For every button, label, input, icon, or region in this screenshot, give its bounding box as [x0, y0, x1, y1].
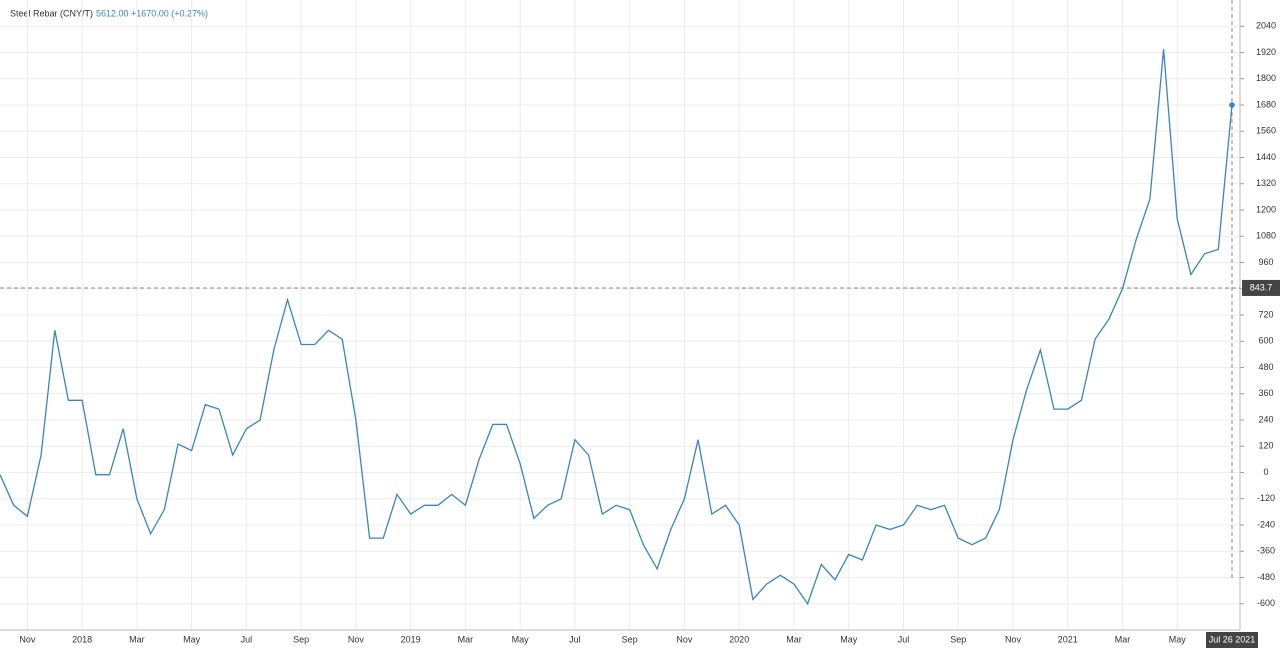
quote: 5612.00	[96, 8, 129, 18]
y-tick-label: 1320	[1256, 178, 1276, 188]
y-tick-label: -480	[1257, 572, 1275, 582]
x-tick-label: Jul	[241, 634, 253, 644]
y-tick-label: 360	[1258, 388, 1273, 398]
y-tick-label: 2040	[1256, 21, 1276, 31]
last-point	[1229, 102, 1235, 108]
crosshair-x-label: Jul 26 2021	[1209, 634, 1256, 644]
y-tick-label: 1080	[1256, 231, 1276, 241]
y-tick-label: -600	[1257, 598, 1275, 608]
y-tick-label: 1800	[1256, 73, 1276, 83]
y-tick-label: -120	[1257, 493, 1275, 503]
y-tick-label: 1560	[1256, 126, 1276, 136]
series-name: Steel Rebar (CNY/T)	[10, 8, 93, 18]
y-tick-label: 240	[1258, 414, 1273, 424]
x-tick-label: Nov	[348, 634, 365, 644]
y-tick-label: 1680	[1256, 99, 1276, 109]
x-tick-label: May	[183, 634, 201, 644]
x-tick-label: Jul	[569, 634, 581, 644]
x-tick-label: Mar	[129, 634, 145, 644]
line-series	[0, 49, 1233, 606]
y-tick-label: 1920	[1256, 47, 1276, 57]
x-tick-label: Mar	[1115, 634, 1131, 644]
crosshair-y-label-box	[1242, 279, 1280, 296]
x-tick-label: Mar	[458, 634, 474, 644]
y-tick-label: -240	[1257, 519, 1275, 529]
change: +1670.00 (+0.27%)	[131, 8, 208, 18]
x-tick-label: Mar	[786, 634, 802, 644]
x-tick-label: May	[1169, 634, 1187, 644]
x-tick-label: May	[840, 634, 858, 644]
x-tick-label: 2018	[72, 634, 92, 644]
y-tick-label: -360	[1257, 546, 1275, 556]
y-tick-label: 1440	[1256, 152, 1276, 162]
crosshair-y-label: 843.7	[1250, 282, 1273, 292]
x-tick-label: Nov	[19, 634, 36, 644]
x-tick-label: 2021	[1058, 634, 1078, 644]
y-tick-label: 480	[1258, 362, 1273, 372]
y-tick-label: 600	[1258, 336, 1273, 346]
x-tick-label: Nov	[1005, 634, 1022, 644]
x-tick-label: Sep	[293, 634, 309, 644]
x-tick-label: May	[512, 634, 530, 644]
crosshair-x-label-box	[1206, 632, 1258, 648]
y-tick-label: 0	[1263, 467, 1268, 477]
x-tick-label: Jul	[898, 634, 910, 644]
y-tick-label: 720	[1258, 309, 1273, 319]
x-tick-label: 2020	[729, 634, 749, 644]
x-tick-label: Nov	[676, 634, 693, 644]
x-tick-label: 2019	[401, 634, 421, 644]
y-tick-label: 1200	[1256, 204, 1276, 214]
y-tick-label: 120	[1258, 441, 1273, 451]
y-tick-label: 960	[1258, 257, 1273, 267]
x-tick-label: Sep	[950, 634, 966, 644]
x-tick-label: Sep	[622, 634, 638, 644]
